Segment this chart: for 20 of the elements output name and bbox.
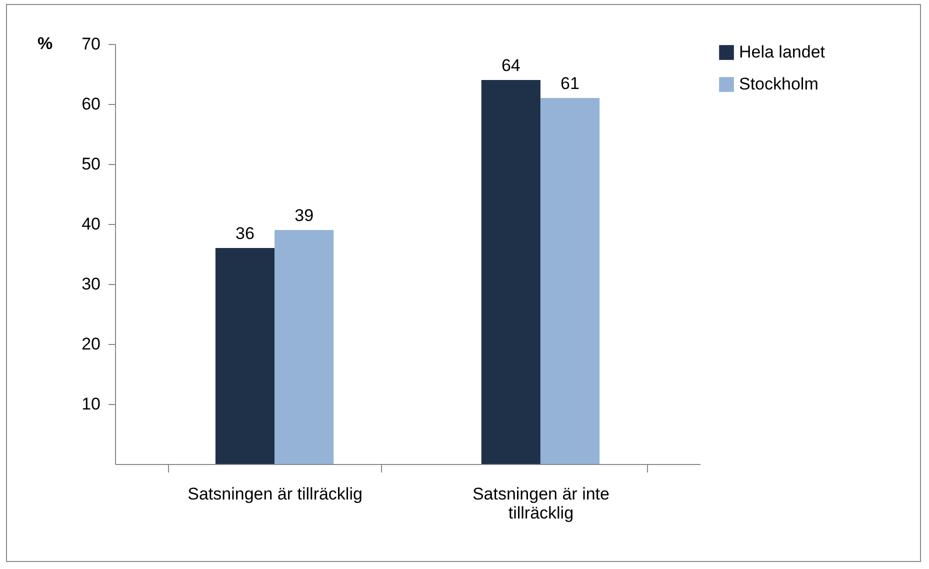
legend-label: Hela landet xyxy=(739,42,826,62)
y-tick-label: 70 xyxy=(82,34,100,54)
data-label: 64 xyxy=(501,56,520,75)
y-tick-label: 30 xyxy=(82,274,100,294)
y-tick-label: 60 xyxy=(82,94,100,114)
x-tick-label: Satsningen är tillräcklig xyxy=(188,484,362,504)
y-tick-label: 20 xyxy=(82,334,100,354)
data-label: 39 xyxy=(294,206,314,225)
bar xyxy=(540,98,600,464)
y-tick-label: 10 xyxy=(82,394,100,414)
bar xyxy=(274,230,334,464)
y-tick-label: 50 xyxy=(82,154,100,174)
y-axis-title: % xyxy=(37,34,53,53)
x-tick-label: Satsningen är inte tillräcklig xyxy=(472,484,610,522)
data-label: 61 xyxy=(560,74,580,93)
legend-label: Stockholm xyxy=(739,74,818,94)
y-tick-label: 40 xyxy=(82,214,100,234)
data-label: 36 xyxy=(236,224,254,243)
bar xyxy=(215,248,275,464)
bar xyxy=(481,80,540,464)
